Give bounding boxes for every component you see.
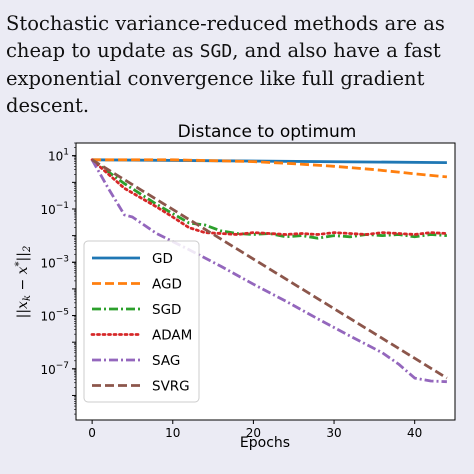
y-tick-label: 10−3 (40, 254, 69, 270)
x-tick-label: 30 (326, 426, 341, 440)
y-tick-label: 10−1 (40, 201, 69, 217)
series-line-svrg (91, 158, 448, 380)
series-line-agd (92, 158, 448, 179)
caption-text: Stochastic variance-reduced methods are … (6, 10, 472, 119)
y-tick-label: 10−7 (40, 361, 69, 377)
x-tick-label: 20 (246, 426, 261, 440)
series-layer (90, 158, 449, 384)
caption-part-2: , and also have a fast exponential con­v… (6, 39, 441, 117)
legend: GD AGD SGD ADAM SAG SVRG (83, 240, 200, 403)
legend-label-sag: SAG (152, 353, 180, 369)
series-line-adam (90, 158, 449, 236)
legend-label-adam: ADAM (152, 328, 192, 344)
series-line-sgd (91, 158, 447, 240)
series-line-sag (90, 159, 447, 384)
x-tick-label: 0 (88, 426, 96, 440)
x-axis-label: Epochs (240, 435, 290, 451)
x-tick-label: 40 (407, 426, 422, 440)
legend-label-svrg: SVRG (152, 379, 190, 395)
y-axis-label: ||xk − x*||2 (14, 246, 33, 319)
legend-label-gd: GD (152, 251, 173, 267)
y-ticks: 101 10−1 10−3 10−5 10−7 (40, 142, 76, 415)
caption-sgd-code: SGD (199, 41, 233, 62)
chart-title: Distance to optimum (178, 122, 357, 142)
caption-part-1: Stochastic variance-reduced methods are … (6, 12, 445, 62)
x-ticks: 0 10 20 30 40 (88, 420, 422, 440)
legend-label-sgd: SGD (152, 302, 181, 318)
legend-box (83, 240, 200, 403)
y-tick-label: 10−5 (40, 308, 69, 324)
x-tick-label: 10 (165, 426, 180, 440)
legend-label-agd: AGD (152, 277, 182, 293)
y-tick-label: 101 (48, 148, 69, 164)
